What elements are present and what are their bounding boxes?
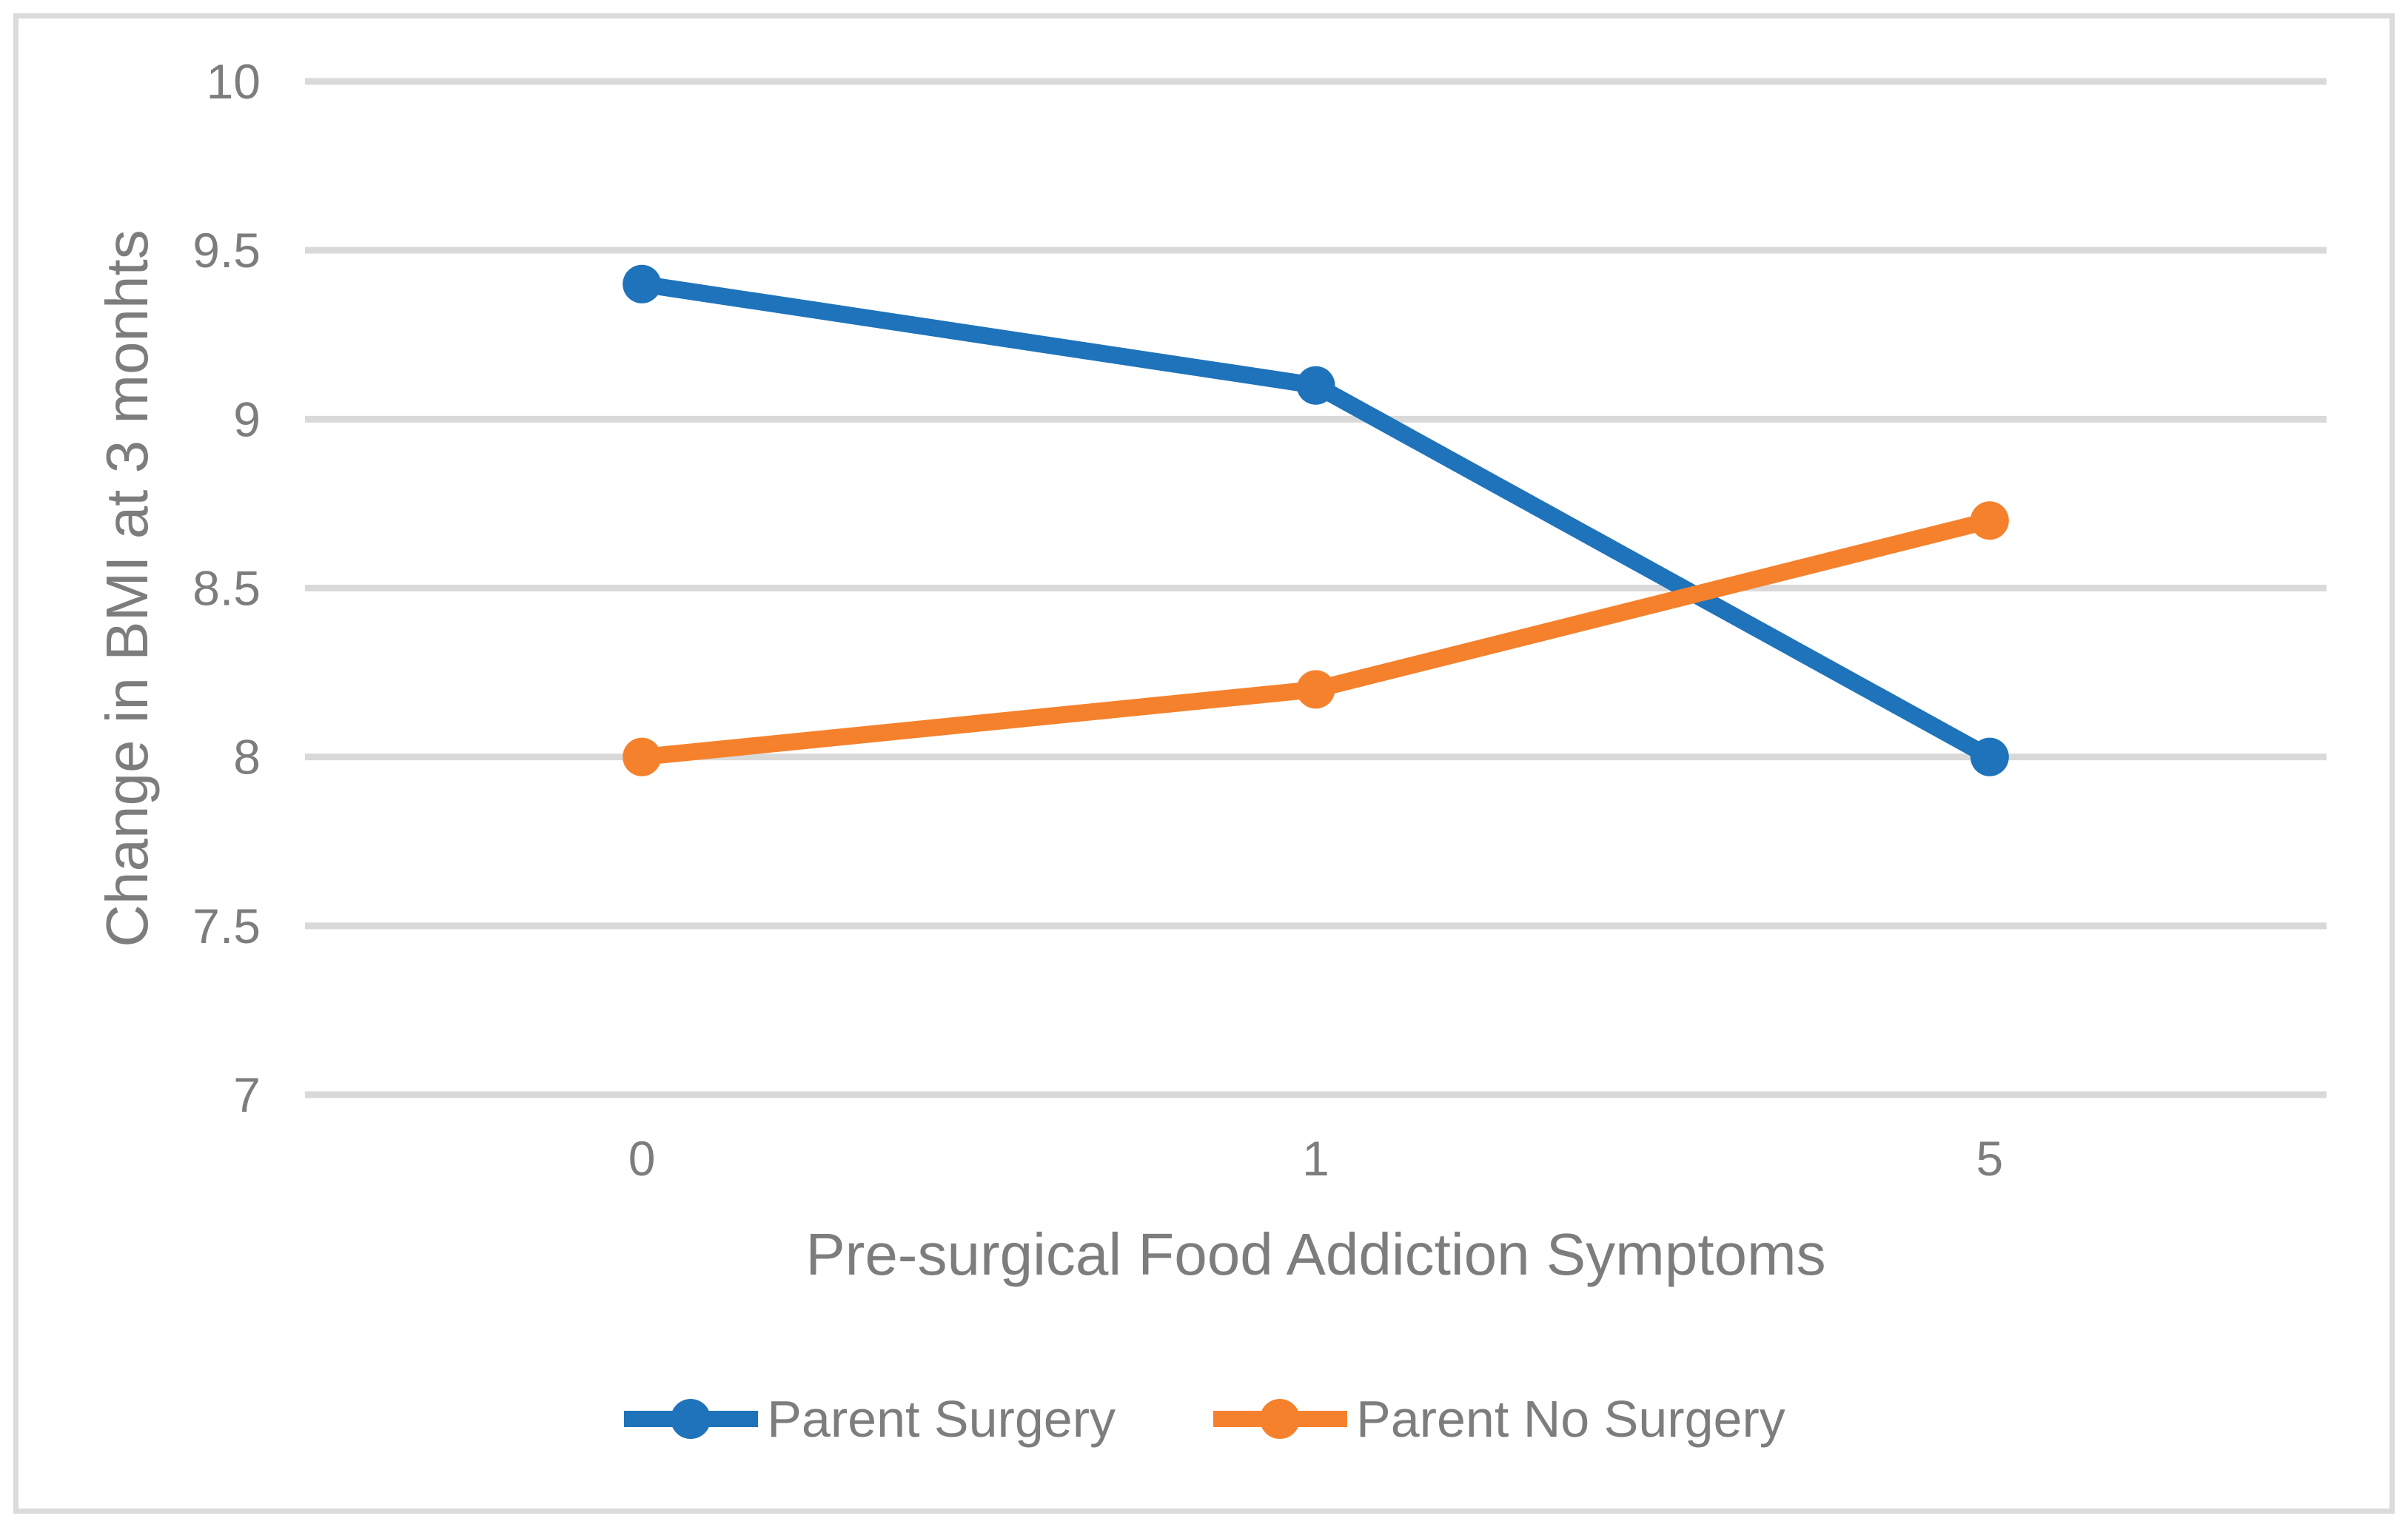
y-tick-label: 8 [233, 730, 261, 785]
legend-item-parent-surgery: Parent Surgery [623, 1393, 1116, 1445]
data-point-marker-parent-surgery [1296, 366, 1335, 405]
legend: Parent Surgery Parent No Surgery [0, 1393, 2408, 1445]
x-axis-title: Pre-surgical Food Addiction Symptoms [805, 1221, 1826, 1287]
figure-border [13, 13, 2395, 1514]
x-tick-label: 0 [628, 1131, 656, 1186]
legend-item-parent-no-surgery: Parent No Surgery [1212, 1393, 1785, 1445]
y-tick-label: 9.5 [192, 223, 261, 278]
y-tick-label: 8.5 [192, 561, 261, 616]
x-tick-label: 5 [1976, 1131, 2003, 1186]
y-tick-label: 9 [233, 392, 261, 446]
legend-label: Parent Surgery [767, 1390, 1116, 1448]
legend-marker-icon [1213, 1399, 1348, 1439]
y-tick-label: 7.5 [192, 899, 261, 953]
data-point-marker-parent-surgery [1970, 737, 2009, 776]
legend-label: Parent No Surgery [1356, 1390, 1785, 1448]
data-point-marker-parent-no-surgery [1970, 501, 2009, 540]
x-tick-label: 1 [1302, 1131, 1329, 1186]
y-tick-label: 10 [207, 54, 261, 109]
y-axis-title: Change in BMI at 3 monhts [94, 229, 160, 947]
legend-marker-icon [624, 1399, 759, 1439]
data-point-marker-parent-surgery [623, 264, 662, 303]
data-point-marker-parent-no-surgery [623, 737, 662, 776]
y-tick-label: 7 [233, 1067, 261, 1122]
data-point-marker-parent-no-surgery [1296, 670, 1335, 709]
